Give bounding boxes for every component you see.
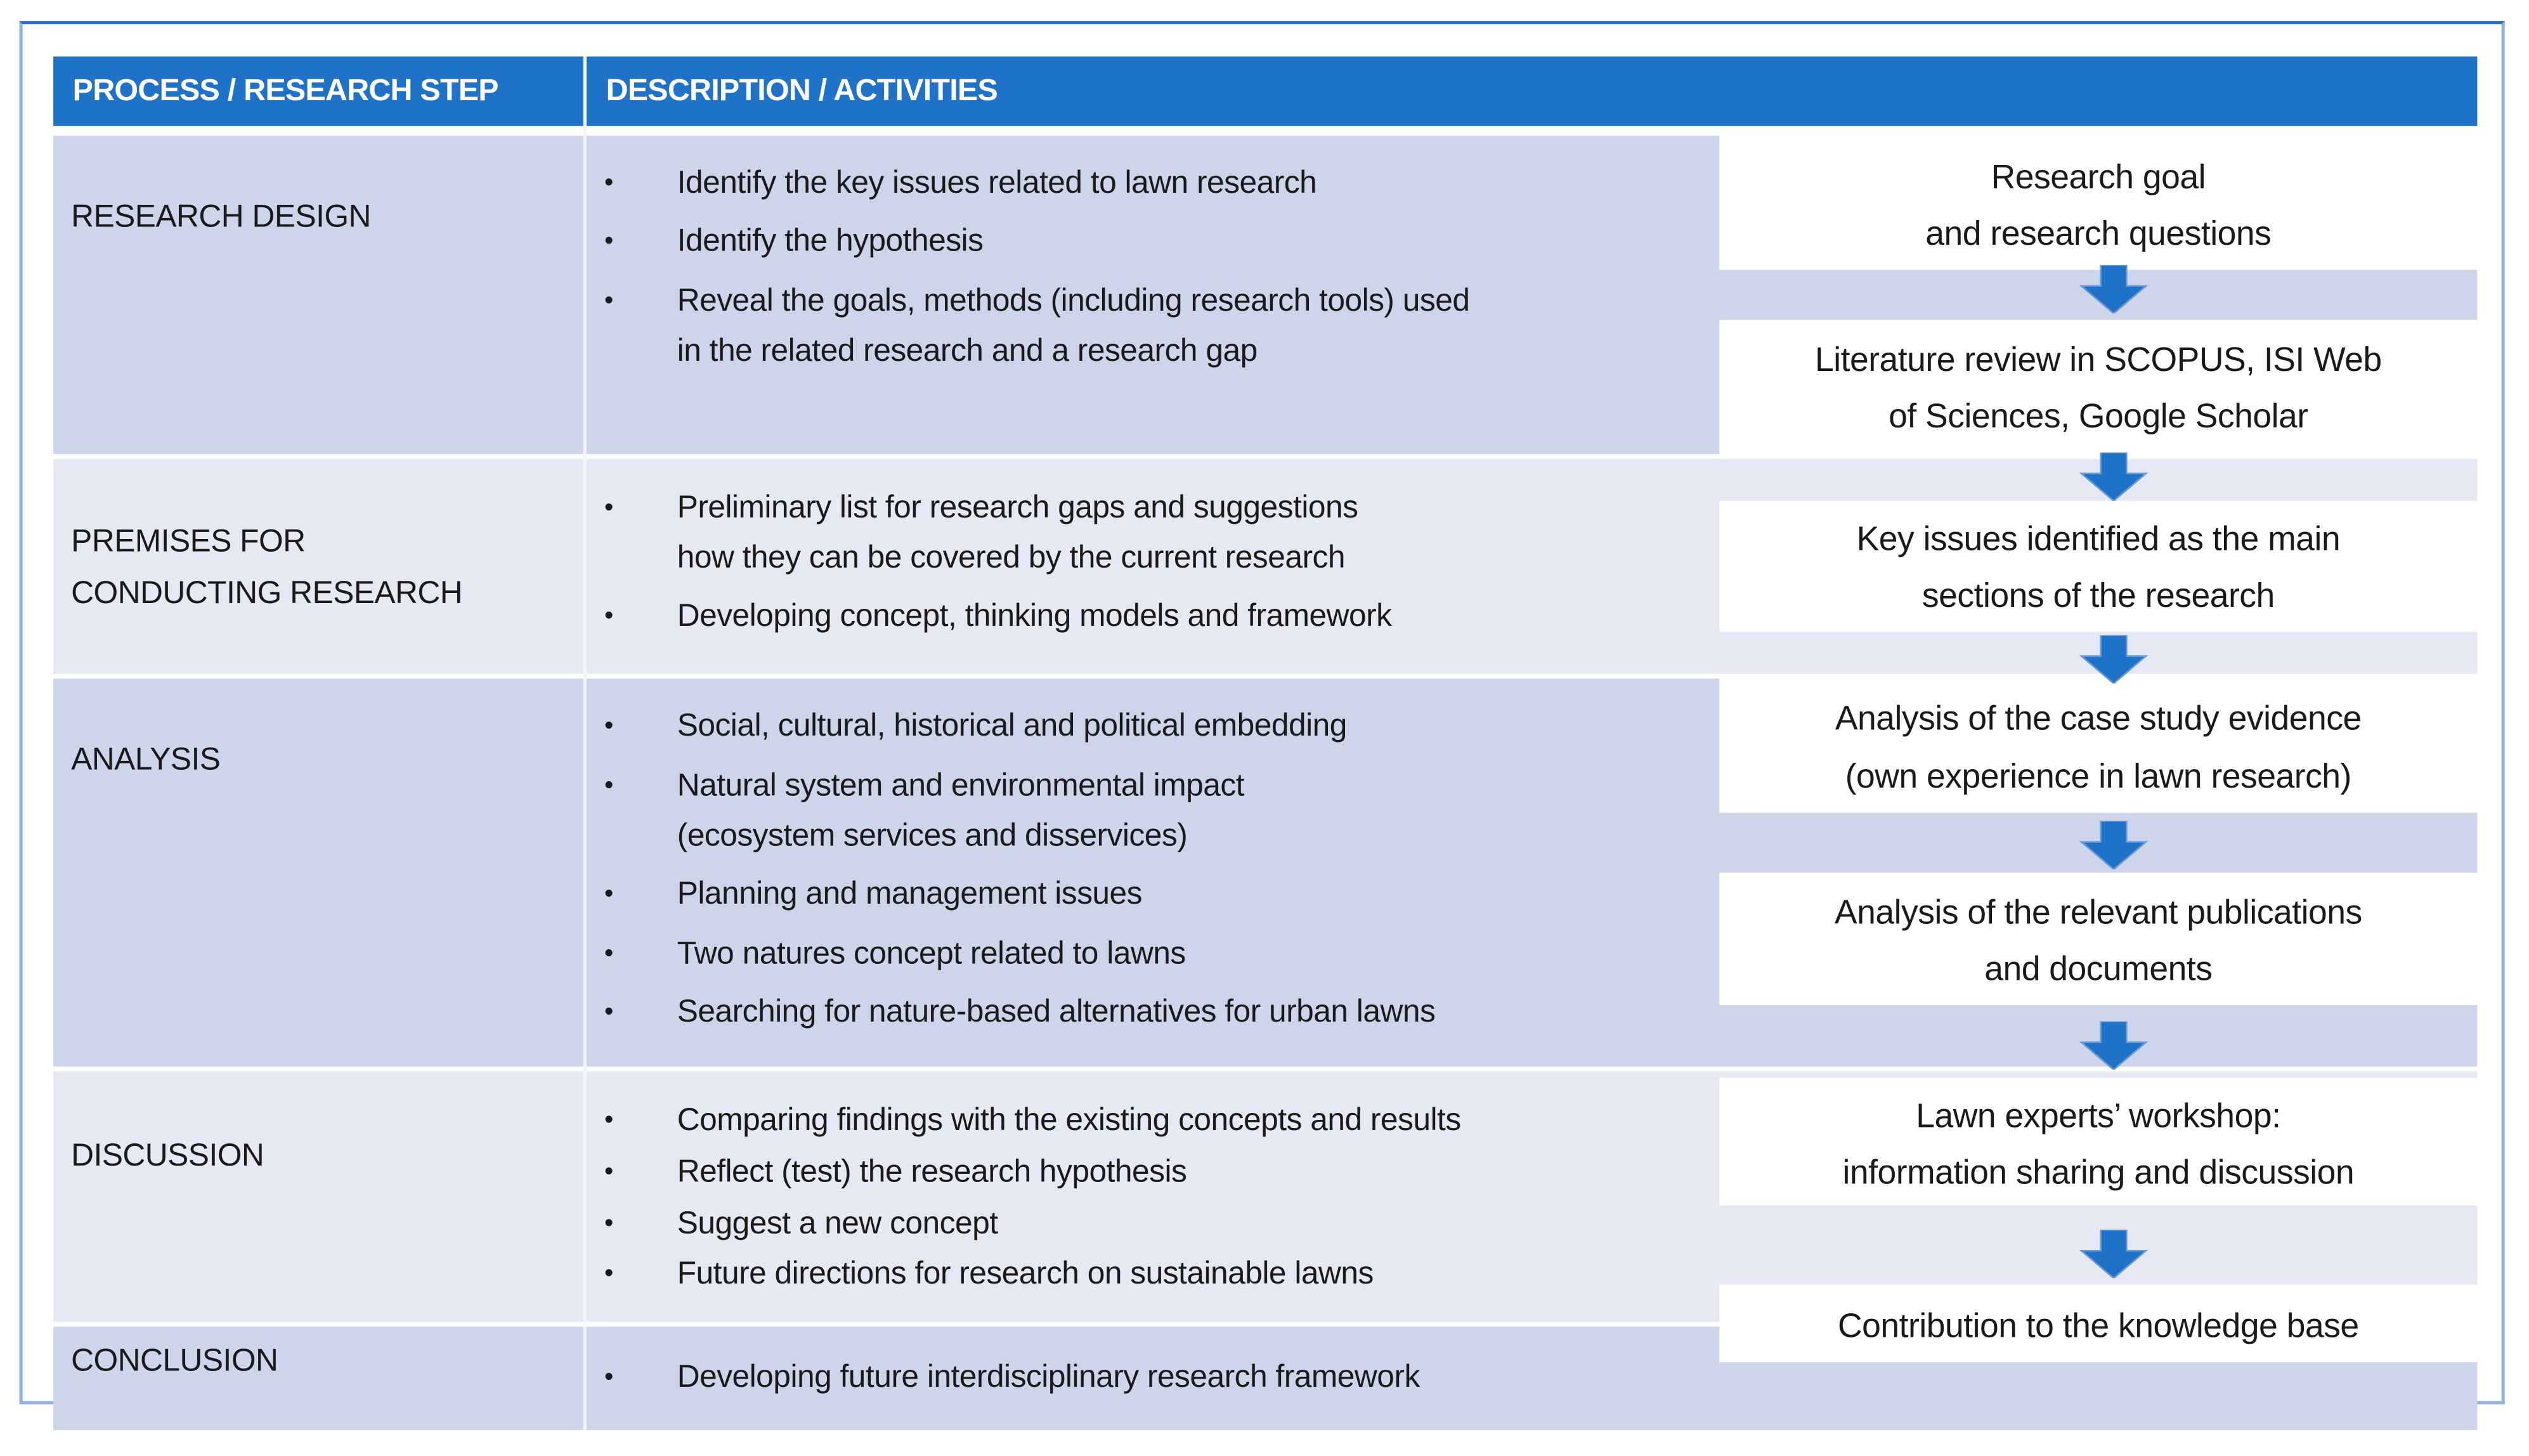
flow-box <box>1719 679 2478 813</box>
down-arrow-icon <box>2075 1020 2152 1071</box>
bullet-icon: • <box>604 169 614 197</box>
flow-box-text: Research goal <box>1991 159 2206 197</box>
down-arrow-icon <box>2075 634 2152 685</box>
bullet-icon: • <box>604 228 614 256</box>
flow-box-text: Lawn experts’ workshop: <box>1916 1098 2281 1136</box>
flow-box <box>1719 500 2478 632</box>
flow-box <box>1719 1284 2478 1363</box>
activity-text: Planning and management issues <box>677 876 1143 912</box>
flow-box-text: sections of the research <box>1921 577 2275 615</box>
flow-box <box>1719 873 2478 1005</box>
step-label: DISCUSSION <box>71 1138 264 1174</box>
bullet-icon: • <box>604 494 614 523</box>
bullet-icon: • <box>604 1260 614 1288</box>
down-arrow-icon <box>2075 820 2152 871</box>
flow-box-text: information sharing and discussion <box>1842 1154 2355 1192</box>
column-divider <box>583 56 587 1431</box>
header-description: DESCRIPTION / ACTIVITIES <box>586 56 2478 126</box>
activity-text: Developing future interdisciplinary rese… <box>677 1359 1421 1395</box>
step-label: RESEARCH DESIGN <box>71 199 371 235</box>
bullet-icon: • <box>604 772 614 800</box>
activity-text: Suggest a new concept <box>677 1206 998 1242</box>
bullet-icon: • <box>604 880 614 909</box>
bullet-icon: • <box>604 1210 614 1238</box>
activity-text: Identify the hypothesis <box>677 223 984 259</box>
bullet-icon: • <box>604 1107 614 1134</box>
flow-box-text: Key issues identified as the main <box>1856 521 2341 559</box>
down-arrow-icon <box>2075 452 2152 502</box>
activity-text: how they can be covered by the current r… <box>677 540 1346 576</box>
bullet-icon: • <box>604 602 614 630</box>
flow-box-text: Analysis of the relevant publications <box>1834 894 2362 932</box>
flow-box <box>1719 1077 2478 1206</box>
step-label: ANALYSIS <box>71 742 221 778</box>
down-arrow-icon <box>2075 264 2152 315</box>
flow-box <box>1719 320 2478 455</box>
bullet-icon: • <box>604 998 614 1027</box>
bullet-icon: • <box>604 1363 614 1391</box>
step-label: CONCLUSION <box>71 1343 278 1379</box>
bullet-icon: • <box>604 287 614 315</box>
bullet-icon: • <box>604 940 614 968</box>
flow-box-text: and documents <box>1984 951 2213 989</box>
flow-box-text: Literature review in SCOPUS, ISI Web <box>1814 341 2382 379</box>
bullet-icon: • <box>604 712 614 741</box>
flow-box-text: of Sciences, Google Scholar <box>1889 398 2308 436</box>
activity-text: Identify the key issues related to lawn … <box>677 165 1317 201</box>
activity-text: Developing concept, thinking models and … <box>677 598 1392 634</box>
flow-box-text: Contribution to the knowledge base <box>1838 1308 2359 1346</box>
flow-box <box>1719 136 2478 270</box>
step-label: PREMISES FOR <box>71 524 306 560</box>
activity-text: Reveal the goals, methods (including res… <box>677 283 1470 319</box>
flow-box-text: and research questions <box>1925 216 2272 253</box>
activity-text: Future directions for research on sustai… <box>677 1256 1374 1292</box>
activity-text: Reflect (test) the research hypothesis <box>677 1154 1187 1190</box>
activity-text: Preliminary list for research gaps and s… <box>677 490 1358 526</box>
activity-text: Searching for nature-based alternatives … <box>677 994 1436 1030</box>
bullet-icon: • <box>604 1159 614 1186</box>
activity-text: (ecosystem services and disservices) <box>677 818 1188 854</box>
step-label: CONDUCTING RESEARCH <box>71 575 463 611</box>
activity-text: Two natures concept related to lawns <box>677 936 1186 972</box>
activity-text: Natural system and environmental impact <box>677 768 1245 804</box>
activity-text: Social, cultural, historical and politic… <box>677 708 1348 744</box>
flow-box-text: (own experience in lawn research) <box>1845 758 2352 796</box>
header-process-step: PROCESS / RESEARCH STEP <box>53 56 583 126</box>
activity-text: Comparing findings with the existing con… <box>677 1102 1462 1138</box>
flow-box-text: Analysis of the case study evidence <box>1835 700 2362 738</box>
down-arrow-icon <box>2075 1228 2152 1280</box>
activity-text: in the related research and a research g… <box>677 333 1258 369</box>
